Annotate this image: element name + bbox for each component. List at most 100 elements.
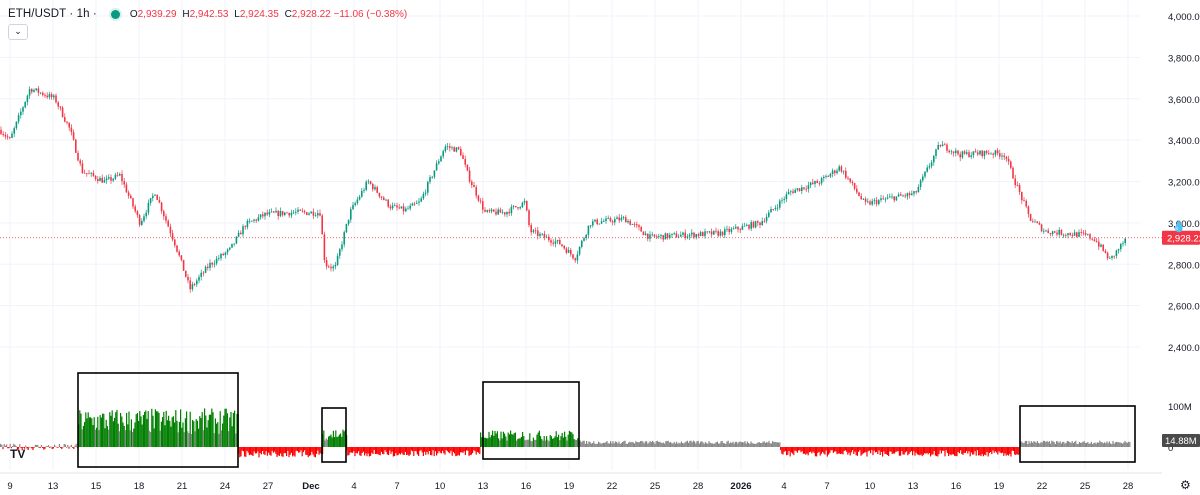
candle-body bbox=[495, 211, 497, 215]
highlight-box[interactable] bbox=[482, 381, 580, 460]
volume-bar bbox=[611, 443, 613, 447]
candle-body bbox=[609, 218, 612, 222]
volume-bar bbox=[974, 447, 976, 452]
volume-bar bbox=[122, 422, 124, 447]
volume-bar bbox=[425, 447, 427, 455]
collapse-legend-button[interactable]: ⌄ bbox=[8, 24, 28, 40]
highlight-box[interactable] bbox=[1019, 405, 1136, 463]
volume-bar bbox=[921, 447, 923, 457]
candle-body bbox=[297, 209, 299, 212]
candle-body bbox=[407, 208, 409, 210]
candle-body bbox=[999, 153, 1001, 157]
ohlc-close-value: 2,928.22 −11.06 (−0.38%) bbox=[291, 8, 408, 20]
volume-bar bbox=[492, 430, 494, 447]
volume-bar bbox=[138, 420, 140, 447]
volume-bar bbox=[31, 447, 33, 449]
candle-body bbox=[988, 153, 990, 154]
chart-header: ETH/USDT · 1h · O2,939.29 H2,942.53 L2,9… bbox=[8, 6, 410, 22]
volume-bar bbox=[496, 431, 498, 447]
candle-body bbox=[281, 211, 284, 216]
candle-body bbox=[922, 176, 924, 181]
highlight-box[interactable] bbox=[77, 372, 239, 468]
time-tick-label: 22 bbox=[607, 481, 618, 492]
gear-icon[interactable]: ⚙ bbox=[1180, 478, 1191, 492]
candle-body bbox=[886, 197, 889, 199]
candle-body bbox=[981, 150, 983, 157]
candle-body bbox=[374, 187, 376, 190]
volume-bar bbox=[1021, 441, 1023, 447]
candle-body bbox=[290, 212, 293, 216]
candle-body bbox=[1036, 221, 1038, 223]
candle-body bbox=[818, 183, 821, 184]
candle-body bbox=[570, 249, 572, 255]
volume-bar bbox=[466, 447, 468, 451]
volume-bar bbox=[476, 447, 478, 453]
volume-bar bbox=[925, 447, 927, 454]
volume-bar bbox=[773, 441, 775, 447]
volume-bar bbox=[39, 447, 41, 449]
volume-bar bbox=[490, 435, 492, 447]
volume-bar bbox=[832, 447, 834, 453]
candle-body bbox=[889, 196, 891, 198]
volume-bar bbox=[1050, 443, 1052, 447]
volume-bar bbox=[362, 447, 364, 452]
volume-bar bbox=[1083, 441, 1085, 447]
volume-bar bbox=[176, 420, 178, 447]
volume-bar bbox=[452, 447, 454, 453]
volume-bar bbox=[455, 447, 457, 457]
candle-body bbox=[1021, 191, 1023, 201]
volume-bar bbox=[1092, 444, 1094, 447]
volume-bar bbox=[1022, 443, 1024, 447]
volume-bar bbox=[341, 436, 343, 447]
candle-body bbox=[706, 231, 708, 233]
volume-bar bbox=[888, 447, 890, 457]
candle-body bbox=[376, 187, 378, 193]
candle-body bbox=[475, 187, 477, 196]
drop-icon[interactable]: 💧 bbox=[1172, 221, 1186, 233]
candle-body bbox=[123, 181, 125, 185]
volume-bar bbox=[1129, 442, 1131, 447]
candle-body bbox=[156, 194, 158, 200]
volume-bar bbox=[1071, 440, 1073, 447]
candle-body bbox=[677, 236, 680, 238]
symbol-title[interactable]: ETH/USDT · 1h · bbox=[8, 8, 97, 20]
volume-bar bbox=[376, 447, 378, 454]
volume-bar bbox=[764, 442, 766, 447]
volume-bar bbox=[560, 436, 562, 447]
highlight-box[interactable] bbox=[321, 407, 347, 463]
volume-bar bbox=[1058, 442, 1060, 447]
volume-bar bbox=[629, 441, 631, 447]
volume-bar bbox=[277, 447, 279, 456]
volume-bar bbox=[695, 443, 697, 447]
volume-bar bbox=[281, 447, 283, 457]
candle-body bbox=[972, 151, 975, 156]
tradingview-logo-icon[interactable]: TV bbox=[10, 447, 26, 461]
candle-body bbox=[88, 173, 90, 175]
volume-bar bbox=[767, 442, 769, 447]
volume-bar bbox=[938, 447, 940, 455]
candle-body bbox=[673, 233, 675, 235]
candle-body bbox=[288, 212, 290, 216]
volume-bar bbox=[1095, 443, 1097, 447]
volume-bar bbox=[69, 446, 71, 447]
candle-body bbox=[387, 199, 389, 207]
candle-body bbox=[334, 264, 337, 267]
volume-bar bbox=[813, 447, 815, 454]
candle-body bbox=[532, 230, 535, 233]
volume-bar bbox=[88, 417, 90, 447]
volume-bar bbox=[758, 442, 760, 447]
volume-bar bbox=[677, 443, 679, 447]
volume-bar bbox=[670, 441, 672, 447]
candle-body bbox=[444, 146, 447, 152]
volume-bar bbox=[774, 441, 776, 447]
volume-bar bbox=[305, 447, 307, 455]
volume-bar bbox=[97, 416, 99, 447]
volume-bar bbox=[505, 436, 507, 447]
volume-bar bbox=[858, 447, 860, 452]
volume-bar bbox=[56, 447, 58, 448]
candle-body bbox=[578, 246, 581, 255]
candle-body bbox=[1095, 241, 1098, 242]
candle-body bbox=[675, 233, 678, 238]
volume-bar bbox=[257, 447, 259, 452]
